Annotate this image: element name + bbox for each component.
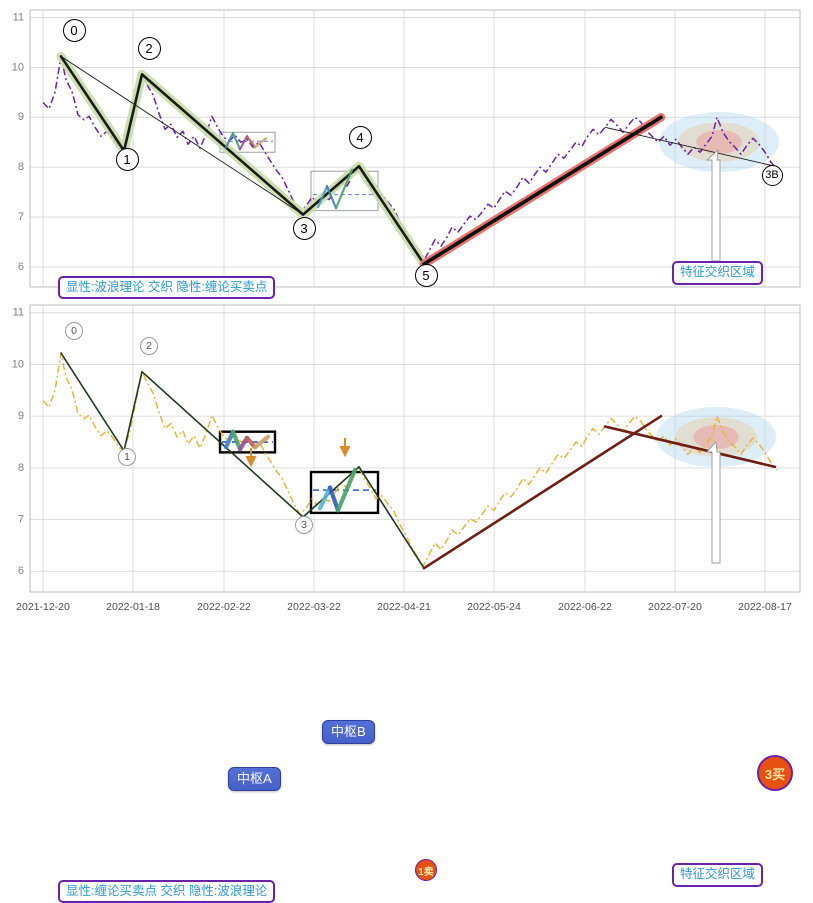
y-axis-tick: 9 <box>18 111 24 123</box>
pivot-tag-a: 中枢A <box>228 767 281 791</box>
top-legend: 显性:波浪理论 交织 隐性:缠论买卖点 <box>58 276 276 299</box>
buy-point-label: 3买 <box>764 766 786 782</box>
bottom-callout-interweave-region: 特征交织区域 <box>672 863 764 887</box>
wave-label-5: 5 <box>414 263 438 287</box>
y-axis-tick: 7 <box>18 211 24 223</box>
wave-label-2: 2 <box>140 337 158 355</box>
x-axis-tick: 2022-02-22 <box>197 601 251 613</box>
pivot-tag-b: 中枢B <box>322 720 375 744</box>
guide-line <box>604 126 776 167</box>
pivot-tag-arrow <box>245 448 257 468</box>
interweave-region-ellipse <box>659 112 779 172</box>
wave-label-1: 1 <box>118 448 136 466</box>
y-axis-tick: 7 <box>18 514 24 526</box>
buy-point-badge: 3买 <box>757 755 793 791</box>
trend-line <box>603 425 777 469</box>
x-axis-tick: 2022-03-22 <box>287 601 341 613</box>
y-axis-tick: 11 <box>13 11 24 23</box>
top-chart-panel: 11 10 9 8 7 6 显性:波浪理论 交织 隐性:缠论买卖点 特征交织区域 0 2 1 3… <box>0 0 813 300</box>
x-axis-tick: 2022-05-24 <box>467 601 521 613</box>
sell-point-label: 1卖 <box>418 866 434 878</box>
bottom-legend: 显性:缠论买卖点 交织 隐性:波浪理论 <box>58 880 276 903</box>
pivot-tag-a-label: 中枢A <box>237 771 272 786</box>
guide-line <box>60 56 304 216</box>
y-axis-tick: 9 <box>18 410 24 422</box>
price-series-line <box>42 55 778 263</box>
wave-stroke-line <box>60 352 425 570</box>
bottom-callout-text: 特征交织区域 <box>680 867 756 881</box>
callout-arrow <box>705 148 721 262</box>
wave-label-2: 2 <box>137 36 161 60</box>
interweave-region-ellipse <box>656 407 776 467</box>
callout-arrow <box>705 440 721 564</box>
wave-label-4: 4 <box>348 125 372 149</box>
wave-label-1: 1 <box>115 147 139 171</box>
y-axis-tick: 10 <box>12 358 24 370</box>
sell-point-badge: 1卖 <box>415 859 437 881</box>
wave-label-0: 0 <box>65 322 83 340</box>
x-axis-tick: 2022-06-22 <box>558 601 612 613</box>
x-axis-tick: 2022-01-18 <box>106 601 160 613</box>
wave-label-3: 3 <box>295 516 313 534</box>
x-axis-tick: 2022-04-21 <box>377 601 431 613</box>
y-axis-tick: 11 <box>13 307 24 319</box>
top-legend-text: 显性:波浪理论 交织 隐性:缠论买卖点 <box>66 280 268 294</box>
y-axis-tick: 8 <box>18 161 24 173</box>
wave-stroke-line <box>59 55 426 266</box>
y-axis-tick: 6 <box>18 261 24 273</box>
x-axis-tick: 2022-07-20 <box>648 601 702 613</box>
top-callout-text: 特征交织区域 <box>680 265 756 279</box>
trend-line <box>422 414 663 570</box>
wave-label-0: 0 <box>62 18 86 42</box>
bottom-legend-text: 显性:缠论买卖点 交织 隐性:波浪理论 <box>66 884 268 898</box>
bottom-chart-canvas: 11 10 9 8 7 6 2021-12-20 2022-01-18 2022-02-22 20… <box>0 300 813 619</box>
x-axis-tick: 2021-12-20 <box>16 601 70 613</box>
y-axis-tick: 6 <box>18 565 24 577</box>
top-callout-interweave-region: 特征交织区域 <box>672 261 764 285</box>
trend-line <box>422 115 663 266</box>
x-axis-tick: 2022-08-17 <box>738 601 792 613</box>
bottom-chart-panel: 11 10 9 8 7 6 2021-12-20 2022-01-18 2022-02-22 20… <box>0 300 813 903</box>
top-chart-canvas: 11 10 9 8 7 6 <box>0 0 813 300</box>
pivot-tag-arrow <box>339 438 351 458</box>
endpoint-label-3b: 3B <box>761 164 783 186</box>
y-axis-tick: 8 <box>18 462 24 474</box>
wave-label-3: 3 <box>292 216 316 240</box>
pivot-tag-b-label: 中枢B <box>331 724 366 739</box>
y-axis-tick: 10 <box>12 61 24 73</box>
